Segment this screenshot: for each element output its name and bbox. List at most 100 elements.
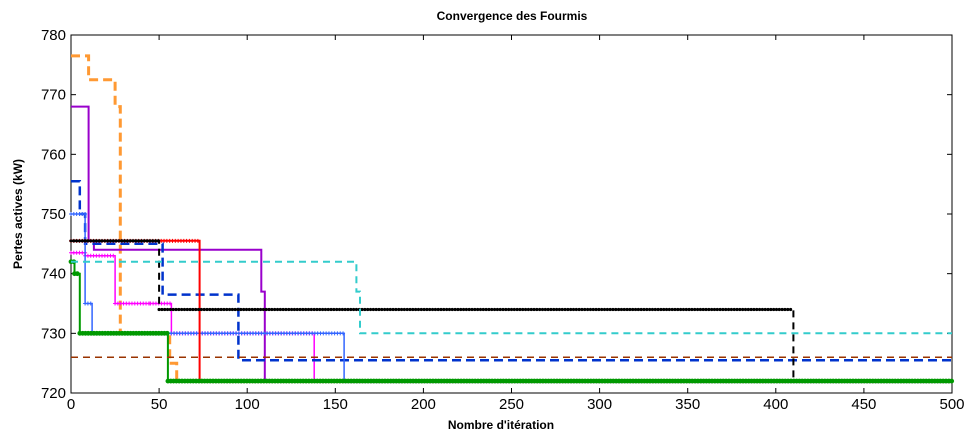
series-marker <box>467 307 471 312</box>
series-marker <box>195 238 200 243</box>
series-marker <box>583 307 587 312</box>
series-marker <box>718 307 722 312</box>
series-marker <box>724 307 728 312</box>
series-marker <box>290 307 294 312</box>
series-marker <box>312 307 316 312</box>
series-marker <box>645 307 649 312</box>
series-marker <box>332 307 336 312</box>
y-tick-label: 740 <box>41 266 66 283</box>
series-marker <box>780 307 784 312</box>
series-marker <box>461 307 466 312</box>
series-line <box>71 260 952 383</box>
series-marker <box>679 307 683 312</box>
series-marker <box>222 307 226 312</box>
series-marker <box>642 307 646 312</box>
series-marker <box>383 307 387 312</box>
series-marker <box>667 307 671 312</box>
series-marker <box>772 307 776 312</box>
series-marker <box>495 307 500 312</box>
series-marker <box>738 307 742 312</box>
series-marker <box>540 307 545 312</box>
series-marker <box>216 307 220 312</box>
series-marker <box>253 307 257 312</box>
series-marker <box>445 307 449 312</box>
series-marker <box>164 330 170 336</box>
series-marker <box>106 239 110 243</box>
series-marker <box>182 307 187 312</box>
series-marker <box>188 307 192 312</box>
series-marker <box>639 307 643 312</box>
series-marker <box>532 307 536 312</box>
series-marker <box>704 307 708 312</box>
series-marker <box>194 307 198 312</box>
series-marker <box>346 307 350 312</box>
series-marker <box>546 307 550 312</box>
series-marker <box>470 307 474 312</box>
series-marker <box>763 307 767 312</box>
series-marker <box>100 239 104 243</box>
series-marker <box>83 239 87 243</box>
series-marker <box>484 307 488 312</box>
series-marker <box>597 307 601 312</box>
series-marker <box>492 307 497 312</box>
series-marker <box>304 307 308 312</box>
series-marker <box>354 307 359 312</box>
series-marker <box>695 307 700 312</box>
series-marker <box>453 307 457 312</box>
series-marker <box>664 307 669 312</box>
series-marker <box>786 307 790 312</box>
series-marker <box>160 307 164 312</box>
series-marker <box>329 307 333 312</box>
series-marker <box>622 307 626 312</box>
series-marker <box>653 307 657 312</box>
series-marker <box>698 307 702 312</box>
series-marker <box>88 301 93 306</box>
series-marker <box>97 239 101 243</box>
series-marker <box>518 307 522 312</box>
series-marker <box>405 307 409 312</box>
series-marker <box>83 212 88 216</box>
series-marker <box>523 307 528 312</box>
series-marker <box>208 307 212 312</box>
series-marker <box>476 307 480 312</box>
series-marker <box>128 239 132 243</box>
series-marker <box>165 307 170 312</box>
series-marker <box>715 307 719 312</box>
series-marker <box>397 307 401 312</box>
series-marker <box>498 307 502 312</box>
series-marker <box>752 307 756 312</box>
series-marker <box>648 307 652 312</box>
series-marker <box>490 307 494 312</box>
series-marker <box>543 307 547 312</box>
series-marker <box>501 307 505 312</box>
series-marker <box>619 307 624 312</box>
series-line <box>71 252 952 382</box>
series-marker <box>693 307 697 312</box>
chart-title: Convergence des Fourmis <box>437 9 588 23</box>
series-marker <box>416 307 421 312</box>
y-tick-label: 770 <box>41 87 66 104</box>
series-marker <box>247 307 251 312</box>
series-marker <box>729 307 733 312</box>
series-marker <box>273 307 277 312</box>
series-marker <box>321 307 325 312</box>
x-tick-label: 0 <box>67 396 75 413</box>
series-marker <box>360 307 364 312</box>
series-marker <box>442 307 446 312</box>
series-marker <box>103 239 107 243</box>
series-marker <box>125 239 129 243</box>
series-marker <box>633 307 638 312</box>
series-marker <box>428 307 432 312</box>
series-marker <box>552 307 556 312</box>
series-marker <box>278 307 282 312</box>
series-marker <box>512 307 516 312</box>
series-marker <box>239 307 243 312</box>
series-marker <box>256 307 260 312</box>
series-marker <box>337 307 342 312</box>
series-marker <box>430 307 435 312</box>
series-1 <box>71 54 952 383</box>
x-tick-label: 150 <box>323 396 348 413</box>
series-marker <box>478 307 483 312</box>
series-marker <box>340 307 344 312</box>
x-tick-label: 400 <box>763 396 788 413</box>
